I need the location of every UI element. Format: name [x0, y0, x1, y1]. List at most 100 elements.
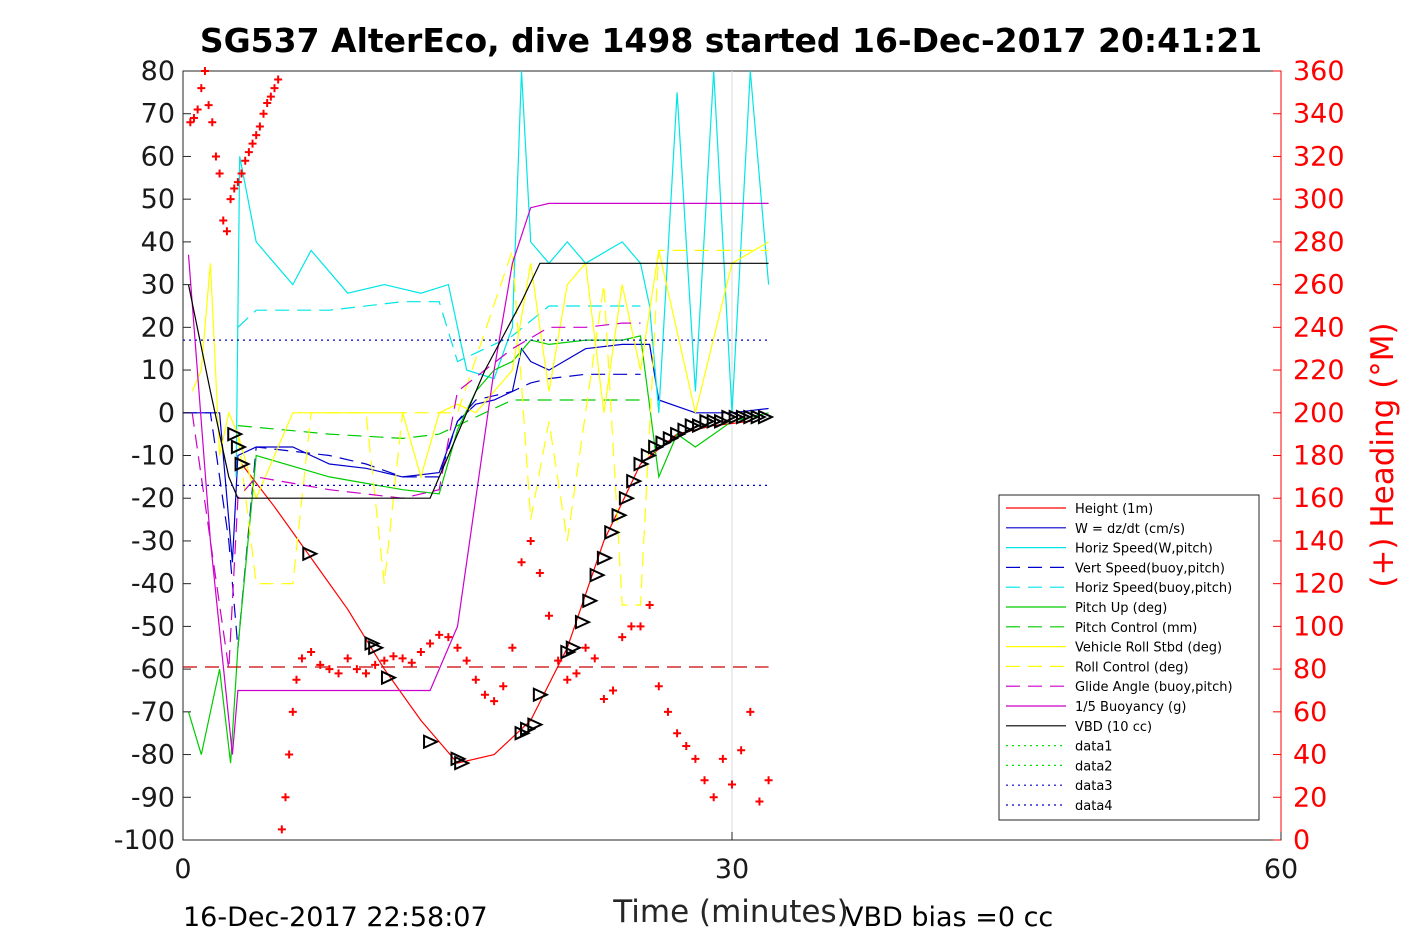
vbd-marker	[611, 507, 628, 523]
heading-point	[453, 643, 462, 652]
heading-point	[237, 169, 246, 178]
heading-point	[252, 131, 261, 140]
heading-point	[627, 622, 636, 631]
legend-entry-data4: data4	[1075, 799, 1113, 814]
heading-point	[259, 109, 268, 118]
series-line-glide-angle-buoy-pitch	[191, 322, 641, 670]
heading-point	[343, 654, 352, 663]
heading-point	[398, 654, 407, 663]
y2-tick-label: 20	[1293, 782, 1327, 813]
y2-tick-label: 260	[1293, 270, 1345, 301]
heading-point	[208, 118, 217, 127]
heading-point	[663, 707, 672, 716]
vbd-marker	[302, 546, 319, 562]
heading-point	[654, 682, 663, 691]
vbd-marker	[626, 473, 643, 489]
y2-tick-label: 300	[1293, 184, 1345, 215]
x-tick-label: 0	[174, 854, 191, 885]
heading-point	[270, 84, 279, 93]
y2-axis-label: (+) Heading (°M)	[1365, 322, 1401, 587]
heading-point	[292, 675, 301, 684]
x-ticks: 0 30 60	[174, 832, 1298, 885]
heading-point	[517, 558, 526, 567]
y2-tick-label: 240	[1293, 312, 1345, 343]
legend-entry-horiz-speed-w-pitch: Horiz Speed(W,pitch)	[1075, 542, 1213, 557]
y-tick-label: -30	[131, 526, 175, 557]
x-tick-label: 60	[1264, 854, 1298, 885]
heading-point	[636, 622, 645, 631]
heading-point	[226, 195, 235, 204]
heading-point	[211, 152, 220, 161]
vbd-marker	[454, 755, 471, 771]
vbd-marker	[368, 640, 385, 656]
vbd-marker	[532, 687, 550, 703]
heading-point	[222, 227, 231, 236]
legend-entry-vehicle-roll-stbd-deg: Vehicle Roll Stbd (deg)	[1075, 641, 1222, 656]
vbd-marker	[364, 635, 381, 652]
heading-point	[274, 75, 283, 84]
heading-point	[334, 669, 343, 678]
y2-tick-label: 40	[1293, 740, 1327, 771]
heading-point	[380, 656, 389, 665]
legend-entry-data3: data3	[1075, 779, 1113, 794]
vbd-marker	[560, 644, 577, 660]
heading-point	[737, 746, 746, 755]
heading-point	[233, 178, 242, 187]
heading-point	[499, 682, 508, 691]
heading-point	[545, 611, 553, 620]
heading-point	[444, 633, 453, 642]
y2-tick-label: 280	[1293, 227, 1345, 258]
heading-point	[186, 118, 195, 127]
heading-point	[645, 601, 654, 610]
x-tick-label: 30	[715, 854, 749, 885]
heading-point	[230, 184, 239, 193]
heading-point	[200, 67, 209, 75]
y2-tick-label: 0	[1293, 825, 1310, 856]
vbd-marker	[582, 593, 599, 609]
heading-point	[316, 660, 325, 669]
heading-point	[682, 742, 691, 751]
heading-point	[490, 697, 499, 706]
y-tick-label: -60	[131, 654, 175, 685]
markers-layer	[186, 67, 775, 834]
heading-point	[691, 754, 700, 763]
series-line-horiz-speed-w-pitch	[235, 70, 770, 477]
vbd-marker	[230, 439, 248, 455]
heading-point	[618, 633, 627, 642]
heading-point	[248, 139, 257, 148]
y-tick-label: 60	[141, 141, 175, 172]
y-tick-label: -100	[114, 825, 175, 856]
vbd-marker	[227, 426, 244, 442]
y2-tick-label: 140	[1293, 526, 1345, 557]
series-line-horiz-speed-buoy-pitch	[237, 301, 641, 363]
y-tick-label: -20	[131, 483, 175, 514]
heading-point	[197, 84, 206, 93]
legend-entry-horiz-speed-buoy-pitch: Horiz Speed(buoy,pitch)	[1075, 581, 1232, 596]
y-ticks: 80 70 60 50 40 30 20 10 0 -10 -20 -30 -40 -50 -60 -70 -8…	[114, 56, 191, 856]
heading-point	[281, 793, 290, 802]
vbd-marker	[423, 734, 440, 750]
y-tick-label: 0	[158, 398, 175, 429]
y2-tick-label: 60	[1293, 697, 1327, 728]
series-line-pitch-control-mm	[237, 399, 641, 440]
heading-point	[471, 675, 480, 684]
heading-point	[219, 216, 228, 225]
y2-tick-label: 80	[1293, 654, 1327, 685]
vbd-marker	[380, 670, 398, 686]
legend-entry-data2: data2	[1075, 759, 1113, 774]
vbd-marker	[589, 567, 606, 583]
y2-tick-label: 360	[1293, 56, 1345, 87]
y2-tick-label: 160	[1293, 483, 1345, 514]
heading-point	[508, 643, 517, 652]
heading-point	[572, 669, 581, 678]
heading-point	[362, 669, 370, 678]
chart-title: SG537 AlterEco, dive 1498 started 16-Dec…	[200, 21, 1262, 60]
heading-point	[563, 675, 572, 684]
heading-point	[277, 825, 286, 834]
heading-point	[325, 665, 334, 674]
heading-point	[728, 780, 736, 789]
vbd-marker	[527, 717, 544, 733]
y-tick-label: 40	[141, 227, 175, 258]
heading-point	[389, 652, 398, 661]
